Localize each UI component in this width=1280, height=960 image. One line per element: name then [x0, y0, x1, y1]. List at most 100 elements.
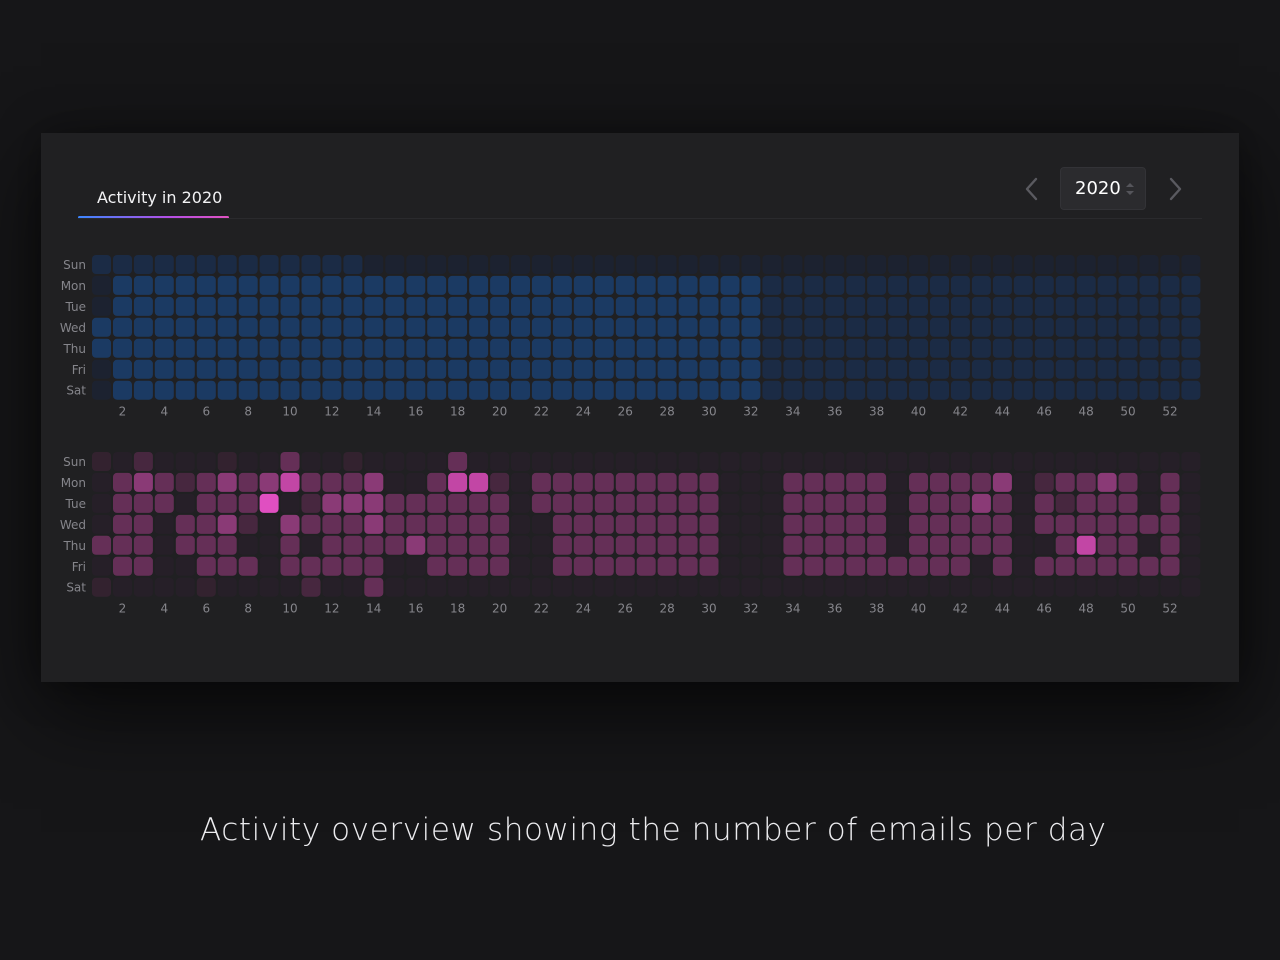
day-cell[interactable]: [867, 493, 887, 513]
day-cell[interactable]: [846, 338, 866, 358]
day-cell[interactable]: [636, 556, 656, 576]
day-cell[interactable]: [636, 535, 656, 555]
day-cell[interactable]: [636, 380, 656, 400]
day-cell[interactable]: [92, 296, 111, 316]
day-cell[interactable]: [175, 514, 195, 534]
day-cell[interactable]: [448, 255, 468, 274]
day-cell[interactable]: [1160, 317, 1180, 337]
day-cell[interactable]: [762, 255, 782, 274]
day-cell[interactable]: [175, 255, 195, 274]
day-cell[interactable]: [846, 255, 866, 274]
day-cell[interactable]: [259, 255, 279, 274]
day-cell[interactable]: [1097, 275, 1117, 295]
day-cell[interactable]: [385, 514, 405, 534]
day-cell[interactable]: [92, 338, 111, 358]
day-cell[interactable]: [1076, 514, 1096, 534]
day-cell[interactable]: [322, 577, 342, 597]
day-cell[interactable]: [427, 317, 447, 337]
day-cell[interactable]: [280, 275, 300, 295]
day-cell[interactable]: [427, 296, 447, 316]
day-cell[interactable]: [280, 514, 300, 534]
day-cell[interactable]: [1055, 472, 1075, 492]
day-cell[interactable]: [113, 380, 132, 400]
day-cell[interactable]: [678, 472, 698, 492]
day-cell[interactable]: [573, 514, 593, 534]
day-cell[interactable]: [196, 472, 216, 492]
day-cell[interactable]: [741, 275, 761, 295]
day-cell[interactable]: [1139, 275, 1159, 295]
day-cell[interactable]: [343, 577, 363, 597]
day-cell[interactable]: [720, 275, 740, 295]
day-cell[interactable]: [154, 452, 174, 471]
day-cell[interactable]: [154, 472, 174, 492]
day-cell[interactable]: [1013, 452, 1033, 471]
day-cell[interactable]: [594, 472, 614, 492]
day-cell[interactable]: [238, 535, 258, 555]
day-cell[interactable]: [909, 493, 928, 513]
day-cell[interactable]: [1013, 577, 1033, 597]
day-cell[interactable]: [364, 255, 384, 274]
day-cell[interactable]: [1076, 493, 1096, 513]
day-cell[interactable]: [238, 296, 258, 316]
day-cell[interactable]: [196, 296, 216, 316]
day-cell[interactable]: [1139, 359, 1159, 379]
day-cell[interactable]: [238, 493, 258, 513]
day-cell[interactable]: [92, 317, 111, 337]
day-cell[interactable]: [448, 317, 468, 337]
day-cell[interactable]: [385, 275, 405, 295]
day-cell[interactable]: [909, 255, 928, 274]
day-cell[interactable]: [1097, 255, 1117, 274]
day-cell[interactable]: [469, 317, 489, 337]
day-cell[interactable]: [364, 556, 384, 576]
day-cell[interactable]: [490, 535, 510, 555]
day-cell[interactable]: [699, 380, 719, 400]
day-cell[interactable]: [133, 380, 153, 400]
day-cell[interactable]: [1181, 296, 1201, 316]
day-cell[interactable]: [909, 452, 928, 471]
day-cell[interactable]: [196, 452, 216, 471]
day-cell[interactable]: [301, 535, 321, 555]
day-cell[interactable]: [385, 452, 405, 471]
day-cell[interactable]: [950, 275, 970, 295]
day-cell[interactable]: [636, 317, 656, 337]
day-cell[interactable]: [657, 577, 677, 597]
day-cell[interactable]: [636, 577, 656, 597]
day-cell[interactable]: [573, 317, 593, 337]
day-cell[interactable]: [238, 275, 258, 295]
day-cell[interactable]: [888, 255, 908, 274]
day-cell[interactable]: [950, 452, 970, 471]
day-cell[interactable]: [678, 493, 698, 513]
day-cell[interactable]: [950, 296, 970, 316]
day-cell[interactable]: [469, 577, 489, 597]
day-cell[interactable]: [448, 359, 468, 379]
day-cell[interactable]: [511, 359, 530, 379]
day-cell[interactable]: [804, 338, 824, 358]
day-cell[interactable]: [615, 535, 635, 555]
day-cell[interactable]: [1139, 556, 1159, 576]
day-cell[interactable]: [322, 472, 342, 492]
day-cell[interactable]: [783, 359, 803, 379]
day-cell[interactable]: [992, 514, 1012, 534]
day-cell[interactable]: [657, 380, 677, 400]
day-cell[interactable]: [678, 577, 698, 597]
day-cell[interactable]: [531, 577, 551, 597]
day-cell[interactable]: [343, 338, 363, 358]
day-cell[interactable]: [783, 380, 803, 400]
day-cell[interactable]: [385, 577, 405, 597]
day-cell[interactable]: [364, 359, 384, 379]
day-cell[interactable]: [1139, 296, 1159, 316]
day-cell[interactable]: [1139, 317, 1159, 337]
day-cell[interactable]: [113, 472, 132, 492]
day-cell[interactable]: [867, 514, 887, 534]
day-cell[interactable]: [511, 452, 530, 471]
day-cell[interactable]: [1118, 275, 1138, 295]
day-cell[interactable]: [343, 452, 363, 471]
day-cell[interactable]: [825, 472, 845, 492]
day-cell[interactable]: [343, 296, 363, 316]
day-cell[interactable]: [92, 452, 111, 471]
day-cell[interactable]: [971, 452, 991, 471]
day-cell[interactable]: [615, 338, 635, 358]
day-cell[interactable]: [825, 380, 845, 400]
day-cell[interactable]: [217, 255, 237, 274]
day-cell[interactable]: [175, 338, 195, 358]
